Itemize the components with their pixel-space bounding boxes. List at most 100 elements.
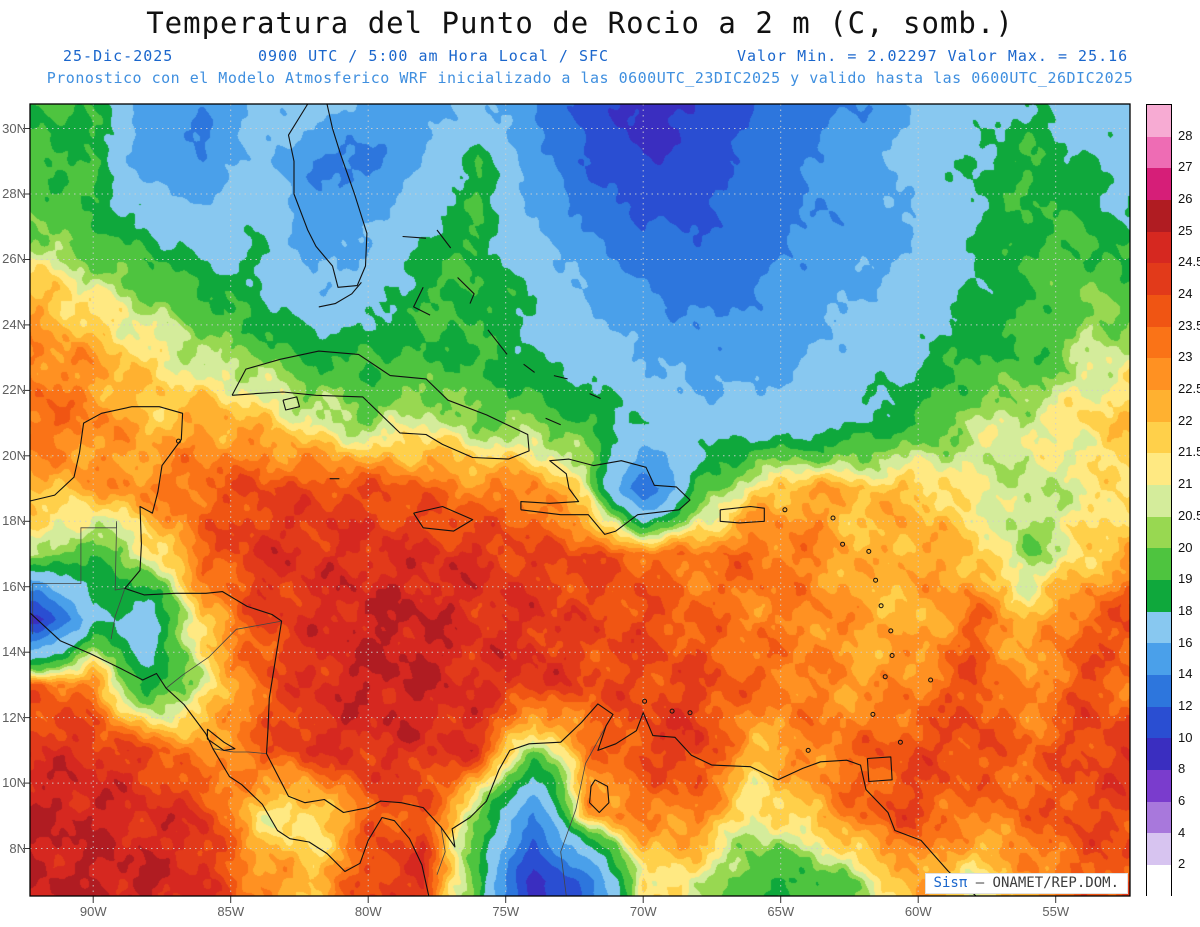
nicaragua-costarica-border <box>212 748 267 754</box>
colorbar-segment <box>1147 326 1171 359</box>
lake-maracaibo-coastline <box>589 779 610 814</box>
trinidad-coastline <box>866 756 893 783</box>
colorbar-segment <box>1147 580 1171 612</box>
colorbar-segment <box>1147 390 1171 422</box>
colorbar-label-19: 19 <box>1178 571 1193 587</box>
mainland-caribbean-coast-coastline <box>29 406 977 897</box>
map-frame <box>29 103 1131 897</box>
colorbar-label-25: 25 <box>1178 222 1193 238</box>
colorbar-label-22: 22 <box>1178 412 1193 428</box>
colorbar-label-18: 18 <box>1178 602 1193 618</box>
colorbar-segment <box>1147 295 1171 327</box>
colorbar-label-2: 2 <box>1178 856 1186 872</box>
small-island <box>878 603 884 609</box>
lake-nicaragua-coastline <box>206 728 236 751</box>
colorbar-segment <box>1147 105 1171 137</box>
small-island <box>687 710 693 716</box>
isla-juventud-coastline <box>282 396 301 411</box>
grand-bahama-coastline <box>402 235 427 239</box>
colorbar-label-16: 16 <box>1178 634 1193 650</box>
colorbar-segment <box>1147 706 1171 739</box>
colorbar-segment <box>1147 548 1171 581</box>
small-island <box>882 674 888 680</box>
lat-label-20N: 20N <box>2 447 26 463</box>
puerto-rico-coastline <box>719 505 765 524</box>
colorbar-label-23.5: 23.5 <box>1178 317 1200 333</box>
colorbar-segment <box>1147 516 1171 549</box>
colorbar-segment <box>1147 611 1171 644</box>
lon-label-70W: 70W <box>629 904 657 919</box>
lat-label-8N: 8N <box>9 840 26 856</box>
small-island <box>642 698 648 704</box>
colorbar-segment <box>1147 738 1171 771</box>
pacific-coast-coastline <box>29 612 430 897</box>
lon-label-90W: 90W <box>79 904 107 919</box>
dewpoint-field-canvas <box>30 104 1130 896</box>
forecast-date: 25-Dic-2025 <box>63 47 174 65</box>
colorbar-segment <box>1147 168 1171 201</box>
lat-label-28N: 28N <box>2 186 26 201</box>
colorbar-segment <box>1147 675 1171 707</box>
page-title: Temperatura del Punto de Rocio a 2 m (C,… <box>146 6 1014 40</box>
colorbar-segment <box>1147 358 1171 391</box>
lat-label-24N: 24N <box>2 316 26 332</box>
map-overlay <box>23 103 1131 903</box>
lon-label-55W: 55W <box>1042 904 1070 919</box>
lon-label-60W: 60W <box>904 904 932 919</box>
colorbar-segment <box>1147 136 1171 169</box>
lat-label-12N: 12N <box>2 709 26 725</box>
small-island <box>669 708 675 714</box>
small-island <box>782 507 788 513</box>
guatemala-honduras-border <box>110 588 126 640</box>
colorbar-segment <box>1147 231 1171 264</box>
colorbar-label-8: 8 <box>1178 761 1186 777</box>
lat-label-26N: 26N <box>2 251 26 267</box>
model-init-line: Pronostico con el Modelo Atmosferico WRF… <box>46 69 1134 87</box>
turks-coastline <box>589 393 601 400</box>
map-area: Sisπ – ONAMET/REP.DOM. <box>23 103 1131 903</box>
lat-label-10N: 10N <box>2 775 26 791</box>
lat-label-18N: 18N <box>2 513 26 529</box>
small-island <box>805 747 811 753</box>
colorbar-label-20: 20 <box>1178 539 1193 555</box>
mexico-guatemala-border <box>32 521 117 635</box>
colorbar-segment <box>1147 263 1171 296</box>
crooked-island-coastline <box>523 363 535 373</box>
colorbar-segment <box>1147 865 1171 897</box>
small-island <box>897 739 903 745</box>
small-island <box>870 711 876 717</box>
colorbar-segment <box>1147 453 1171 486</box>
colorbar-label-24.5: 24.5 <box>1178 254 1200 270</box>
colombia-venezuela-border <box>560 725 607 897</box>
lat-label-14N: 14N <box>2 644 26 660</box>
lat-label-22N: 22N <box>2 382 26 398</box>
colorbar-segment <box>1147 200 1171 232</box>
colorbar-label-24: 24 <box>1178 286 1193 302</box>
belize-guatemala-border <box>114 522 125 591</box>
colorbar-label-20.5: 20.5 <box>1178 507 1200 523</box>
small-island <box>888 628 894 634</box>
lat-label-30N: 30N <box>2 120 26 136</box>
small-island <box>176 438 181 444</box>
colorbar-label-23: 23 <box>1178 349 1193 365</box>
small-island <box>840 541 846 547</box>
panama-colombia-border <box>436 827 446 875</box>
colorbar-label-12: 12 <box>1178 697 1193 713</box>
cuba-coastline <box>231 350 530 460</box>
abaco-coastline <box>436 229 452 249</box>
colorbar-segment <box>1147 643 1171 676</box>
minmax-values: Valor Min. = 2.02297 Valor Max. = 25.16 <box>737 47 1129 65</box>
colorbar-label-4: 4 <box>1178 824 1186 840</box>
small-island <box>873 577 879 583</box>
colorbar-segment <box>1147 421 1171 454</box>
eleuthera-coastline <box>457 277 475 304</box>
colorbar-segment <box>1147 770 1171 802</box>
forecast-time: 0900 UTC / 5:00 am Hora Local / SFC <box>258 47 610 65</box>
colorbar-label-6: 6 <box>1178 792 1186 808</box>
lon-label-75W: 75W <box>492 904 520 919</box>
sis-logo-text: Sisπ <box>933 875 968 891</box>
mayaguana-coastline <box>553 375 568 380</box>
colorbar-label-22.5: 22.5 <box>1178 381 1200 397</box>
colorbar-label-26: 26 <box>1178 191 1193 207</box>
lon-label-80W: 80W <box>354 904 382 919</box>
